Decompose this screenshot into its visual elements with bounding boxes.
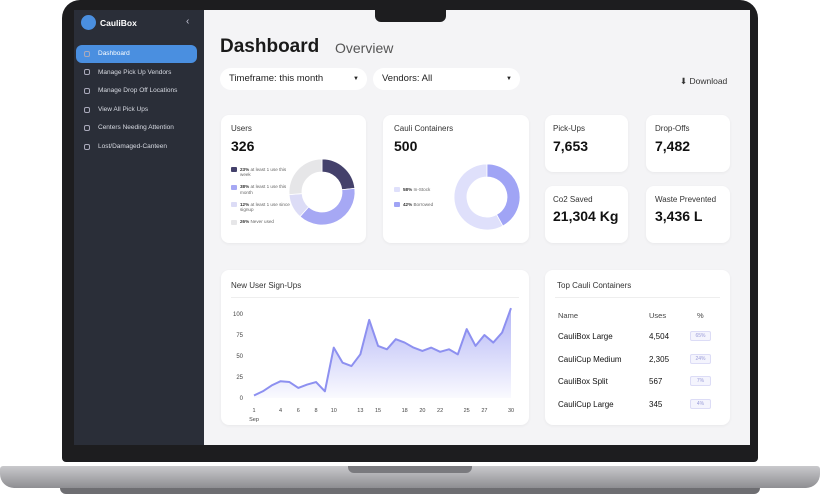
card-title: Users	[231, 124, 252, 133]
nav-icon	[84, 51, 90, 57]
cell-name: CauliBox Split	[558, 377, 608, 386]
nav-icon	[84, 69, 90, 75]
legend-value: 12%	[240, 201, 250, 207]
filter-value: this month	[279, 73, 324, 84]
legend-label: Borrowed	[413, 201, 434, 207]
laptop-foot	[60, 488, 760, 494]
nav-item[interactable]: Manage Pick Up Vendors	[98, 69, 172, 76]
cell-name: CauliCup Medium	[558, 354, 622, 364]
stat-card	[646, 186, 730, 243]
divider	[231, 297, 519, 298]
nav-item[interactable]: View All Pick Ups	[98, 106, 149, 113]
legend-value: 58%	[403, 186, 413, 192]
column-header: Name	[558, 311, 579, 320]
legend-value: 23%	[240, 166, 250, 172]
legend-value: 38%	[240, 184, 250, 189]
card-value: 500	[394, 138, 418, 154]
legend-value: 26%	[240, 219, 250, 224]
stat-label: Drop-Offs	[655, 124, 690, 133]
nav-icon	[84, 107, 90, 113]
legend-value: 42%	[403, 201, 413, 207]
nav-icon	[84, 144, 90, 150]
collapse-button[interactable]: ‹	[186, 16, 190, 27]
stat-label: Co2 Saved	[553, 195, 593, 204]
cell-uses: 4,504	[649, 332, 670, 341]
legend-item: 58% In-Stock	[403, 187, 455, 193]
nav-icon	[84, 88, 90, 94]
nav-item[interactable]: Dashboard	[98, 50, 130, 57]
stat-value: 21,304 Kg	[553, 208, 619, 224]
brand: CauliBox	[100, 18, 137, 28]
legend-item: 12% at least 1 use since signup	[240, 202, 292, 213]
nav-icon	[84, 125, 90, 131]
timeframe-filter[interactable]: Timeframe: this month ▼	[220, 68, 367, 90]
brand-icon	[81, 15, 96, 30]
legend-swatch	[231, 184, 237, 190]
legend-swatch	[231, 219, 237, 225]
nav-item[interactable]: Lost/Damaged-Canteen	[98, 143, 168, 150]
cell-uses: 345	[649, 399, 663, 409]
legend-item: 23% at least 1 use this week	[240, 167, 292, 178]
dropdown-caret: ▼	[353, 76, 359, 82]
nav-item[interactable]: Manage Drop Off Locations	[98, 87, 178, 94]
nav-active	[76, 45, 197, 63]
divider	[555, 297, 720, 298]
cell-uses: 567	[649, 377, 663, 386]
stat-label: Waste Prevented	[655, 195, 717, 204]
page-subtitle: Overview	[335, 40, 394, 56]
filter-label: Timeframe:	[229, 73, 277, 84]
legend-swatch	[231, 202, 237, 207]
legend-swatch	[394, 202, 400, 207]
cell-name: CauliCup Large	[558, 399, 614, 409]
stat-label: Pick-Ups	[553, 124, 586, 133]
containers-card	[383, 115, 529, 243]
page-title: Dashboard	[220, 36, 320, 57]
cell-percent: 65%	[690, 331, 711, 341]
column-header: Uses	[649, 311, 667, 320]
laptop-notch	[348, 466, 472, 473]
card-title: Cauli Containers	[394, 124, 454, 133]
card-value: 326	[231, 138, 255, 154]
legend-item: 38% at least 1 use this month	[240, 184, 292, 195]
signups-card	[221, 270, 529, 425]
legend-item: 26% Never used	[240, 219, 292, 225]
vendors-filter[interactable]: Vendors: All ▼	[373, 68, 520, 90]
legend-label: Never used	[250, 219, 274, 224]
cell-percent: 24%	[690, 353, 711, 364]
filter-value: All	[421, 73, 433, 84]
legend-label: at least 1 use since signup	[240, 201, 290, 213]
dropdown-caret: ▼	[506, 76, 512, 82]
legend-swatch	[394, 187, 400, 192]
legend-label: at least 1 use this month	[240, 184, 287, 195]
stat-value: 7,482	[655, 138, 691, 154]
stat-value: 7,653	[553, 138, 589, 154]
cell-uses: 2,305	[649, 354, 670, 364]
stat-card	[646, 115, 730, 172]
nav-item[interactable]: Centers Needing Attention	[98, 124, 174, 131]
download-label: Download	[689, 76, 728, 86]
cell-percent: 4%	[690, 398, 711, 409]
camera-notch	[375, 8, 446, 22]
filter-label: Vendors:	[382, 73, 420, 84]
stat-card	[545, 186, 628, 243]
stat-card	[545, 115, 628, 172]
cell-name: CauliBox Large	[558, 332, 613, 341]
legend-label: at least 1 use this week	[240, 166, 287, 178]
laptop-base	[0, 466, 820, 488]
cell-percent: 7%	[690, 376, 711, 386]
table-title: Top Cauli Containers	[557, 281, 632, 290]
legend-swatch	[231, 167, 237, 172]
card-title: New User Sign-Ups	[231, 281, 302, 290]
stat-value: 3,436 L	[655, 208, 703, 224]
download-button[interactable]: ⬇ Download	[680, 76, 728, 86]
sidebar	[74, 10, 204, 445]
legend-item: 42% Borrowed	[403, 202, 455, 208]
column-header: %	[697, 311, 704, 320]
legend-label: In-Stock	[413, 186, 431, 192]
